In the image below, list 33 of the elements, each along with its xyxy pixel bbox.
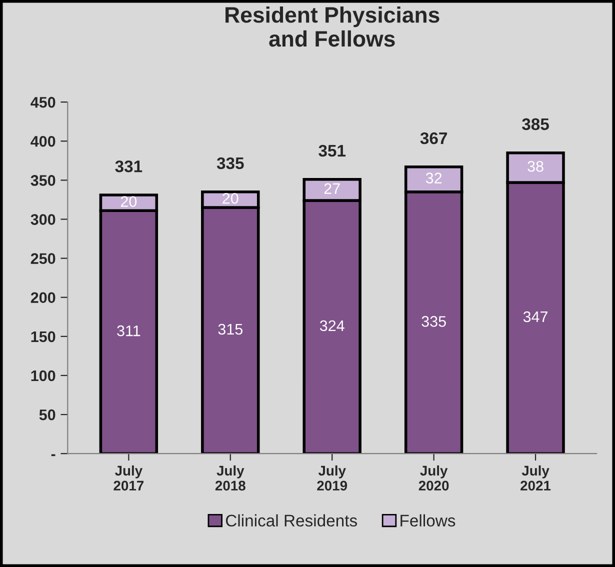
data-label: 347 (523, 311, 548, 322)
data-label: 20 (222, 192, 238, 204)
y-tick-label: 200 (30, 292, 56, 304)
total-label: 367 (420, 132, 447, 144)
data-label: 38 (528, 160, 544, 172)
legend-label: Clinical Residents (226, 514, 357, 527)
x-tick-label: July 2019 (317, 465, 348, 491)
data-label: 335 (422, 316, 446, 327)
data-label: 20 (120, 196, 137, 207)
total-label: 385 (522, 118, 549, 130)
y-tick-label: - (51, 454, 56, 456)
y-tick-label: 50 (39, 409, 56, 420)
y-tick-label: 150 (31, 331, 56, 342)
total-label: 351 (318, 144, 346, 157)
y-tick-label: 300 (30, 214, 56, 225)
y-tick-label: 100 (31, 370, 56, 382)
x-tick-label: July 2021 (520, 465, 551, 491)
x-tick-label: July 2020 (418, 465, 449, 491)
x-tick-label: July 2017 (114, 465, 144, 491)
data-label: 315 (218, 324, 242, 335)
chart-title: Resident Physicians and Fellows (226, 6, 440, 47)
data-label: 311 (117, 325, 140, 336)
x-tick-label: July 2018 (215, 465, 246, 491)
y-tick-label: 400 (30, 136, 56, 147)
y-tick-label: 450 (30, 96, 56, 108)
total-label: 331 (115, 160, 142, 172)
y-tick-label: 250 (30, 253, 56, 264)
legend-label: Fellows (400, 514, 456, 527)
y-tick-label: 350 (30, 175, 56, 186)
total-label: 335 (216, 157, 244, 170)
data-label: 32 (426, 172, 442, 184)
data-label: 324 (320, 320, 344, 332)
data-label: 27 (324, 183, 340, 194)
